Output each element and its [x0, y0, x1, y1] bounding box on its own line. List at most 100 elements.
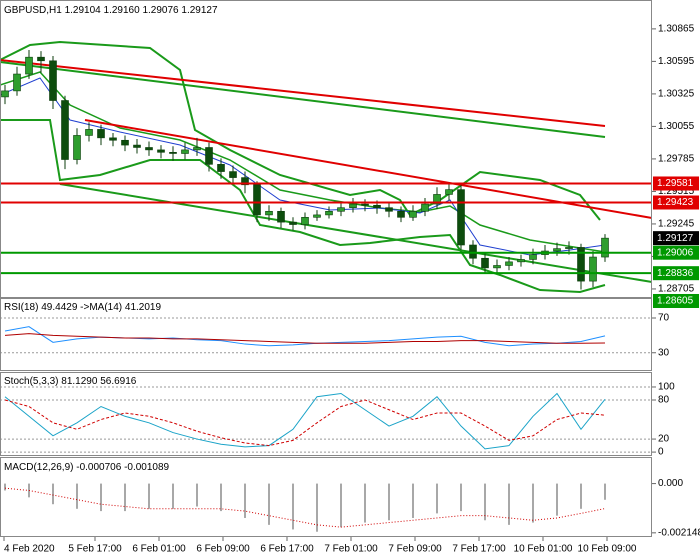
candle-body [337, 207, 345, 212]
open-value: 1.29104 [65, 5, 102, 16]
legend-value: 81.1290 [61, 376, 98, 387]
candle-body [61, 100, 69, 160]
y-tick-label: 1.30595 [658, 56, 695, 67]
level-label-box [653, 266, 699, 281]
macd-bar [148, 483, 150, 509]
candle-body [373, 204, 381, 208]
candle-body [445, 189, 453, 195]
rsi-panel [0, 317, 652, 354]
x-tick-label: 7 Feb 09:00 [388, 544, 442, 555]
panel-frame [0, 457, 652, 537]
macd-bar [436, 483, 438, 514]
trend-line [0, 59, 606, 127]
last-price-label: 1.29127 [657, 233, 694, 244]
candle-body [457, 189, 465, 246]
macd-bar [580, 483, 582, 509]
y-tick-label: -0.002148 [658, 527, 700, 538]
y-tick-label: 1.30055 [658, 121, 695, 132]
y-tick-label: 1.28705 [658, 284, 695, 295]
macd-bar [556, 483, 558, 516]
x-tick-label: 5 Feb 17:00 [68, 544, 122, 555]
candle-body [553, 248, 561, 252]
macd-bar [268, 483, 270, 525]
y-tick-label: 30 [658, 347, 670, 358]
candle-body [109, 137, 117, 141]
x-tick-label: 6 Feb 09:00 [196, 544, 250, 555]
legend-entry: ->MA(14) [80, 302, 122, 313]
candle-body [289, 221, 297, 225]
candle-body [481, 257, 489, 269]
x-tick-label: 7 Feb 17:00 [452, 544, 506, 555]
candle-body [301, 217, 309, 225]
candle-body [241, 177, 249, 186]
candle-body [157, 149, 165, 153]
y-tick-label: 20 [658, 434, 670, 445]
macd-bar [196, 483, 198, 507]
candle-body [385, 207, 393, 212]
candle-body [325, 210, 333, 216]
x-tick-label: 10 Feb 09:00 [578, 544, 637, 555]
macd-bar [292, 483, 294, 530]
stoch-panel [0, 386, 652, 453]
candle-body [589, 256, 597, 282]
macd-panel [4, 483, 606, 532]
y-tick-label: 0 [658, 447, 664, 458]
candle-body [145, 147, 153, 151]
low-value: 1.29076 [142, 5, 179, 16]
candle-body [169, 151, 177, 154]
candle-body [97, 129, 105, 139]
candle-body [265, 210, 273, 216]
candle-body [13, 73, 21, 92]
legend-value: 49.4429 [41, 302, 78, 313]
y-tick-label: 1.29515 [658, 186, 695, 197]
candle-body [181, 149, 189, 154]
candle-body [505, 261, 513, 266]
x-tick-label: 6 Feb 01:00 [132, 544, 186, 555]
candle-body [421, 203, 429, 212]
level-label-box [653, 195, 699, 210]
macd-bar [4, 483, 6, 491]
macd-bar [508, 483, 510, 525]
candle-body [493, 265, 501, 269]
bollinger-middle [0, 71, 606, 253]
y-tick-label: 1.29785 [658, 154, 695, 165]
x-tick-label: 7 Feb 01:00 [324, 544, 378, 555]
stoch-main [4, 392, 606, 450]
candle-body [25, 56, 33, 75]
y-tick-label: 1.29245 [658, 219, 695, 230]
legend-value: -0.000706 [76, 462, 121, 473]
x-tick-label: 4 Feb 2020 [4, 544, 55, 555]
close-value: 1.29127 [181, 5, 218, 16]
candle-body [49, 60, 57, 101]
macd-bar [388, 483, 390, 521]
bollinger-lower [0, 119, 606, 294]
macd-bar [76, 483, 78, 509]
stoch-header: Stoch(5,3,3) 81.1290 56.6916 [4, 376, 137, 387]
candle-body [313, 214, 321, 218]
y-tick-label: 1.30325 [658, 89, 695, 100]
level-label: 1.29423 [657, 197, 694, 208]
level-label-box [653, 293, 699, 308]
candle-body [517, 259, 525, 263]
candle-body [397, 210, 405, 218]
macd-header: MACD(12,26,9) -0.000706 -0.001089 [4, 462, 170, 473]
candle-body [37, 56, 45, 62]
candle-body [217, 164, 225, 172]
macd-bar [340, 483, 342, 528]
y-tick-label: 80 [658, 395, 670, 406]
candle-body [469, 244, 477, 259]
candle-body [85, 129, 93, 136]
panel-title: MACD(12,26,9) [4, 462, 73, 473]
indicator-line [4, 333, 606, 344]
candle-body [205, 147, 213, 165]
candle-body [349, 203, 357, 208]
macd-bar [364, 483, 366, 523]
panel-frame [0, 298, 652, 371]
y-tick-label: 100 [658, 382, 675, 393]
trend-line [0, 61, 606, 138]
level-label-box [653, 176, 699, 191]
level-label-box [653, 245, 699, 260]
stoch-signal [4, 399, 606, 447]
macd-bar [532, 483, 534, 523]
candle-body [133, 144, 141, 148]
